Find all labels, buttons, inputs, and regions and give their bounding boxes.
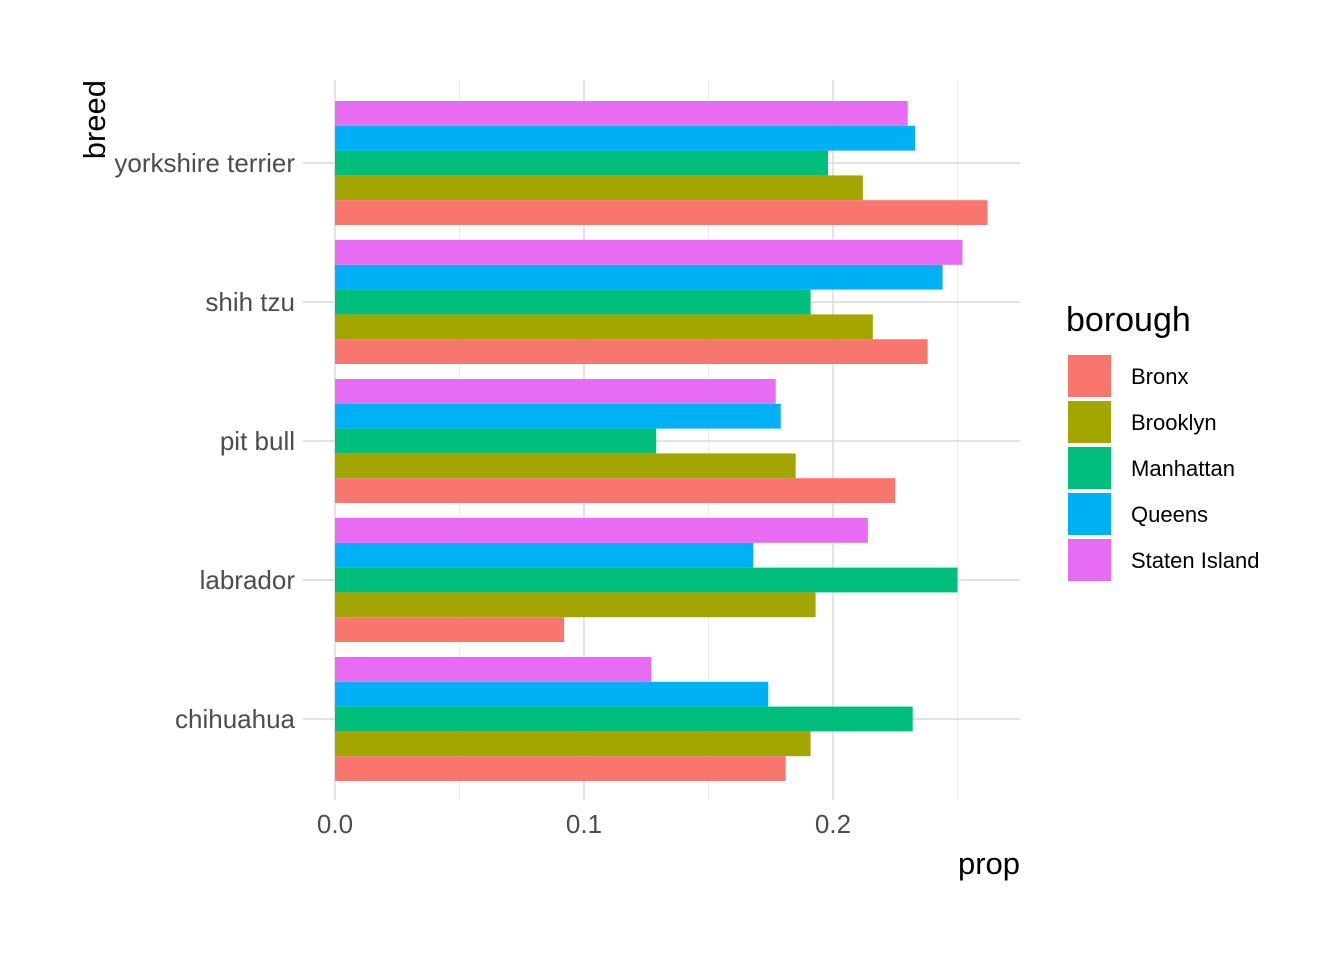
bar (335, 339, 928, 364)
x-tick-label: 0.0 (317, 809, 353, 839)
legend-swatch (1068, 539, 1111, 581)
y-tick-label: labrador (200, 565, 296, 595)
bar (335, 706, 913, 732)
bar (335, 175, 863, 201)
legend: borough Bronx Brooklyn Manhattan Queens Stat… (1066, 301, 1259, 581)
bar (335, 264, 943, 290)
bar (335, 518, 868, 543)
bar (335, 428, 657, 454)
legend-items: Bronx Brooklyn Manhattan Queens Staten Islan… (1068, 355, 1259, 581)
legend-label: Queens (1131, 502, 1208, 527)
bar (335, 453, 796, 479)
bar (335, 125, 916, 151)
y-tick-label: pit bull (220, 426, 295, 456)
x-tick-label: 0.2 (815, 809, 851, 839)
bar (335, 379, 776, 404)
legend-label: Staten Island (1131, 548, 1259, 573)
bar (335, 478, 896, 503)
legend-label: Manhattan (1131, 456, 1235, 481)
y-tick-labels: chihuahua labrador pit bull shih tzu yorkshi… (114, 148, 295, 734)
legend-label: Brooklyn (1131, 410, 1217, 435)
bar (335, 150, 829, 176)
legend-swatch (1068, 493, 1111, 535)
bar (335, 403, 781, 429)
legend-title: borough (1066, 301, 1191, 339)
bar (335, 681, 769, 707)
legend-label: Bronx (1131, 364, 1188, 389)
legend-swatch (1068, 447, 1111, 489)
bar (335, 240, 963, 265)
legend-swatch (1068, 401, 1111, 443)
bar (335, 617, 565, 642)
bar (335, 657, 652, 682)
bar (335, 756, 786, 781)
y-tick-label: yorkshire terrier (114, 148, 295, 178)
x-axis-title: prop (958, 846, 1020, 881)
bar (335, 731, 811, 757)
y-axis-title: breed (77, 80, 112, 159)
bar (335, 289, 811, 315)
bar (335, 314, 873, 340)
bars (335, 101, 988, 781)
y-tick-label: shih tzu (205, 287, 295, 317)
bar (335, 567, 958, 593)
bar (335, 101, 908, 126)
x-tick-labels: 0.0 0.1 0.2 (317, 809, 851, 839)
bar (335, 542, 754, 568)
x-tick-label: 0.1 (566, 809, 602, 839)
bar (335, 592, 816, 618)
bar (335, 200, 988, 225)
y-tick-label: chihuahua (175, 704, 296, 734)
legend-swatch (1068, 355, 1111, 397)
